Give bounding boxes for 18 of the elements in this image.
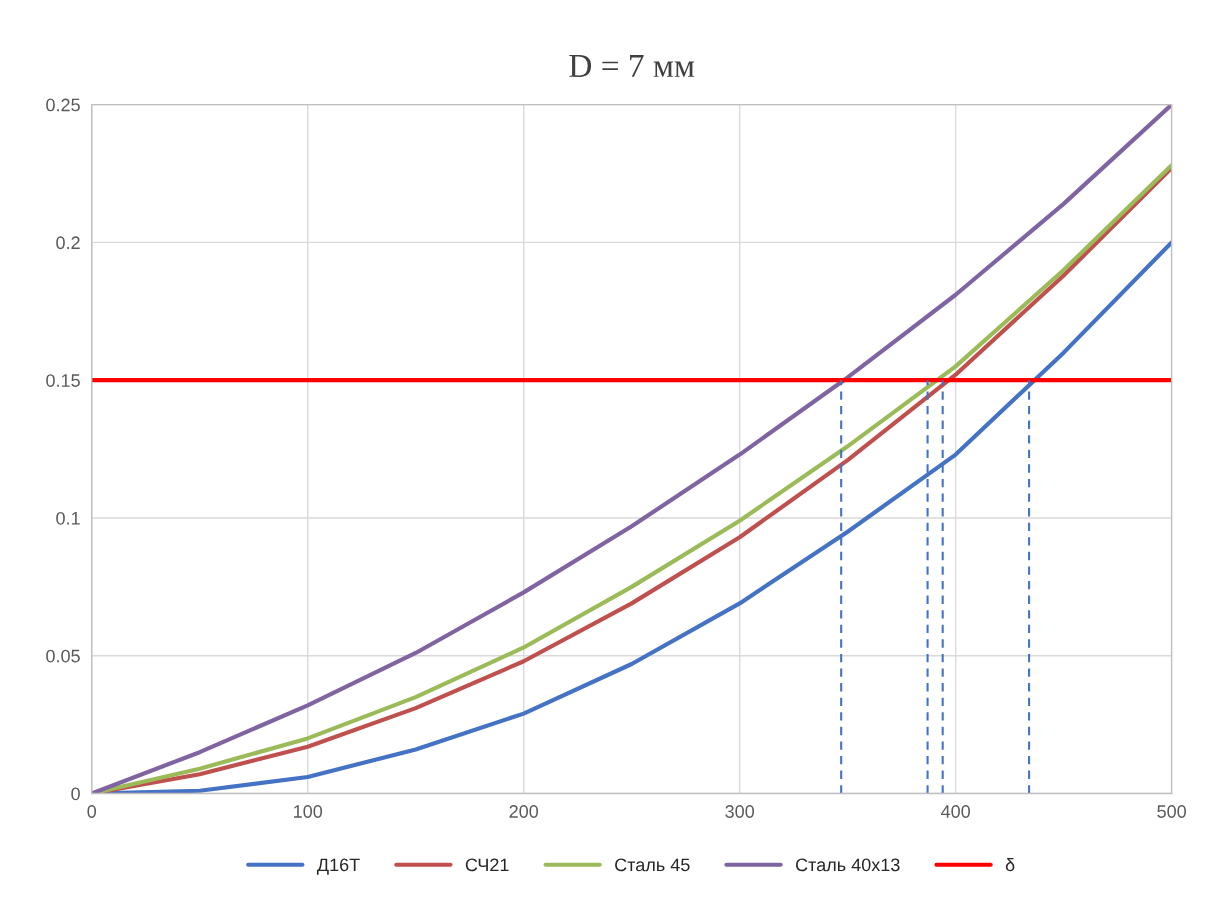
y-tick-label: 0 xyxy=(71,787,80,801)
legend-label: Д16Т xyxy=(316,858,360,875)
y-tick-label: 0.1 xyxy=(56,511,80,525)
x-tick-label: 300 xyxy=(725,805,755,818)
x-tick-label: 400 xyxy=(941,805,971,818)
legend-label: СЧ21 xyxy=(465,858,509,872)
x-tick-label: 200 xyxy=(509,805,539,818)
legend-label: δ xyxy=(1005,857,1015,872)
x-tick-label: 100 xyxy=(294,805,323,818)
x-tick-label: 0 xyxy=(87,805,97,818)
y-tick-label: 0.25 xyxy=(46,98,80,112)
y-tick-label: 0.15 xyxy=(46,374,80,387)
legend-label: Сталь 45 xyxy=(615,858,690,872)
chart-title: D = 7 мм xyxy=(569,55,695,77)
legend-label: Сталь 40х13 xyxy=(795,858,900,872)
y-tick-label: 0.2 xyxy=(56,236,80,250)
x-tick-label: 500 xyxy=(1157,805,1186,818)
y-tick-label: 0.05 xyxy=(46,649,80,663)
